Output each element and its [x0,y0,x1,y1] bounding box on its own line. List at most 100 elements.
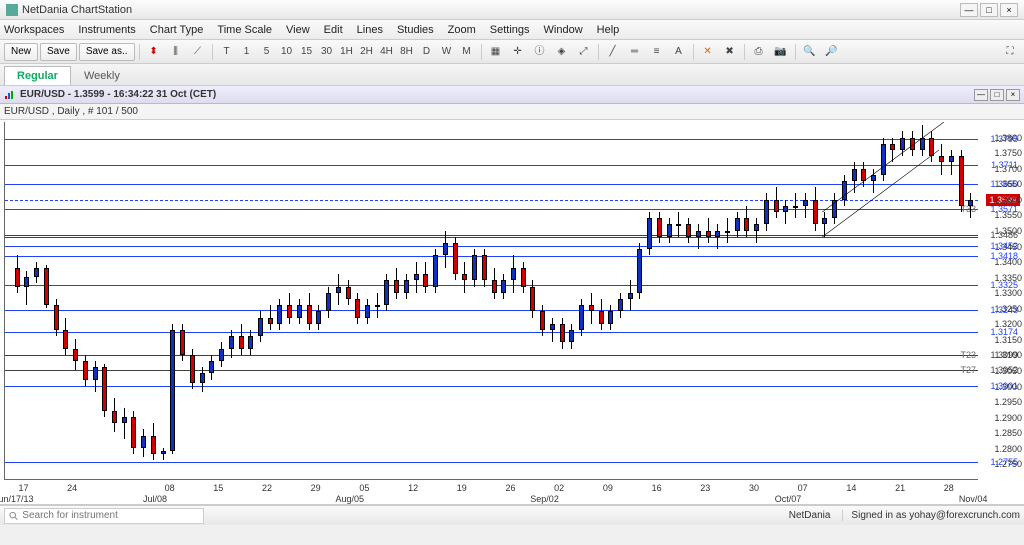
candle [346,280,351,305]
timeframe-2H[interactable]: 2H [357,43,377,61]
ytick: 1.3050 [994,366,1022,376]
line-icon[interactable]: ⟋ [188,43,208,61]
hline [5,355,978,356]
ytick: 1.2850 [994,428,1022,438]
candle [93,361,98,392]
menu-time-scale[interactable]: Time Scale [217,24,272,36]
candle [511,255,516,292]
xtick: 05 [359,483,369,493]
timeframe-W[interactable]: W [437,43,457,61]
titlebar: NetDania ChartStation — □ × [0,0,1024,20]
candle [706,218,711,243]
candle [316,305,321,330]
candle [793,193,798,218]
ytick: 1.3100 [994,350,1022,360]
timeframe-1[interactable]: 1 [237,43,257,61]
chart-title: EUR/USD - 1.3599 - 16:34:22 31 Oct (CET) [20,89,216,100]
camera-icon[interactable]: 📷 [771,43,791,61]
xtick: 16 [652,483,662,493]
tab-regular[interactable]: Regular [4,66,71,85]
new-button[interactable]: New [4,43,38,61]
timeframe-4H[interactable]: 4H [377,43,397,61]
tab-weekly[interactable]: Weekly [71,66,133,85]
minimize-button[interactable]: — [960,3,978,17]
timeframe-8H[interactable]: 8H [397,43,417,61]
zoomin-icon[interactable]: 🔍 [800,43,820,61]
menu-chart-type[interactable]: Chart Type [150,24,204,36]
print-icon[interactable]: ⎙ [749,43,769,61]
info-icon[interactable]: ⓘ [530,43,550,61]
xtick: 09 [603,483,613,493]
menu-help[interactable]: Help [597,24,620,36]
drawhline-icon[interactable]: ═ [625,43,645,61]
xtick: 30 [749,483,759,493]
grid-icon[interactable]: ▦ [486,43,506,61]
drawline-icon[interactable]: ╱ [603,43,623,61]
menu-view[interactable]: View [286,24,310,36]
chart-min-button[interactable]: — [974,89,988,101]
candle [384,274,389,311]
chart-max-button[interactable]: □ [990,89,1004,101]
deleteall-icon[interactable]: ✖ [720,43,740,61]
ytick: 1.3400 [994,257,1022,267]
delete-icon[interactable]: ✕ [698,43,718,61]
save-button[interactable]: Save [40,43,77,61]
drawtext-icon[interactable]: A [669,43,689,61]
timeframe-30[interactable]: 30 [317,43,337,61]
candle [501,274,506,299]
expand-icon[interactable]: ⛶ [1000,43,1020,61]
xtick: 26 [505,483,515,493]
menu-window[interactable]: Window [544,24,583,36]
timeframe-1H[interactable]: 1H [337,43,357,61]
bar-icon[interactable]: ⫼ [166,43,186,61]
close-button[interactable]: × [1000,3,1018,17]
candle [433,249,438,292]
search-box[interactable] [4,508,204,524]
ytick: 1.3600 [994,195,1022,205]
candle [774,187,779,218]
menu-edit[interactable]: Edit [324,24,343,36]
chart-close-button[interactable]: × [1006,89,1020,101]
menu-studies[interactable]: Studies [397,24,434,36]
ytick: 1.3500 [994,226,1022,236]
candle-icon[interactable]: ⬍ [144,43,164,61]
saveas-button[interactable]: Save as.. [79,43,135,61]
candle [910,131,915,156]
hline [5,332,978,333]
candle [521,262,526,293]
maximize-button[interactable]: □ [980,3,998,17]
menu-instruments[interactable]: Instruments [78,24,135,36]
timeframe-15[interactable]: 15 [297,43,317,61]
candle [44,265,49,308]
menu-settings[interactable]: Settings [490,24,530,36]
hline [5,246,978,247]
menu-workspaces[interactable]: Workspaces [4,24,64,36]
chart-area[interactable]: 1.37951.37111.36501.3571T331.34861.34521… [0,120,1024,505]
ma-line [5,237,978,238]
candle [725,218,730,243]
ytick: 1.3550 [994,210,1022,220]
ytick: 1.3800 [994,133,1022,143]
candle [15,255,20,292]
autoscale-icon[interactable]: ⤢ [574,43,594,61]
search-input[interactable] [22,510,199,521]
candle [618,293,623,318]
candle [122,408,127,439]
menu-zoom[interactable]: Zoom [448,24,476,36]
timeframe-M[interactable]: M [457,43,477,61]
menu-lines[interactable]: Lines [357,24,383,36]
timeframe-T[interactable]: T [217,43,237,61]
candle [676,212,681,237]
toolbar: New Save Save as.. ⬍ ⫼ ⟋ T151015301H2H4H… [0,40,1024,64]
candle [832,193,837,224]
drawfib-icon[interactable]: ≡ [647,43,667,61]
timeframe-5[interactable]: 5 [257,43,277,61]
crosshair-icon[interactable]: ✛ [508,43,528,61]
candle [239,324,244,355]
legend-icon[interactable]: ◈ [552,43,572,61]
timeframe-D[interactable]: D [417,43,437,61]
timeframe-10[interactable]: 10 [277,43,297,61]
candle [744,206,749,237]
xtick-month: Jul/08 [143,494,167,504]
zoomout-icon[interactable]: 🔎 [822,43,842,61]
